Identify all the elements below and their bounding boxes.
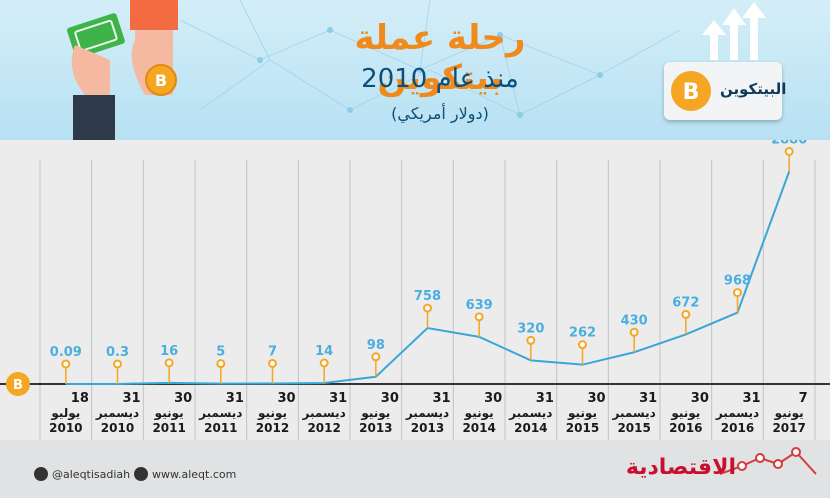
twitter-handle[interactable]: @aleqtisadiah (52, 468, 131, 481)
plot-background (0, 140, 830, 440)
data-point (61, 359, 71, 369)
chart-subtitle: منذ عام 2010 (361, 64, 519, 94)
data-point (319, 358, 329, 368)
data-point (681, 309, 691, 319)
tick-label-month: ديسمبر (715, 406, 759, 420)
web-icon (134, 467, 148, 481)
tick-label-year: 2016 (721, 421, 754, 435)
tick-label-month: يونيو (567, 406, 597, 421)
data-label: 5 (216, 345, 225, 360)
data-point (733, 288, 742, 298)
data-label: 16 (160, 344, 178, 359)
network-background (179, 0, 681, 118)
tick-label-month: ديسمبر (198, 406, 242, 420)
tick-label-year: 2011 (204, 421, 237, 435)
data-point (578, 340, 587, 350)
tick-label-day: 31 (432, 391, 450, 406)
tick-label-day: 30 (277, 391, 295, 406)
data-label: 758 (414, 289, 441, 304)
axis-bitcoin-symbol: B (13, 378, 23, 393)
tick-label-year: 2015 (566, 421, 599, 435)
tick-label-year: 2011 (152, 421, 185, 435)
tick-label-year: 2010 (101, 421, 134, 435)
data-point (216, 359, 226, 369)
tick-label-day: 30 (691, 391, 709, 406)
header-banner: B رحلة عملة بيتكوين منذ عام 2010 (دولار … (0, 0, 830, 140)
data-label: 98 (367, 338, 385, 353)
tick-label-day: 31 (639, 391, 657, 406)
tick-label-day: 31 (122, 391, 140, 406)
tick-label-year: 2013 (411, 421, 444, 435)
left-hand-icon (71, 45, 110, 95)
data-point (113, 359, 122, 369)
svg-text:B: B (155, 71, 167, 90)
data-label: 0.3 (106, 345, 129, 360)
tick-label-month: يونيو (257, 406, 287, 421)
tick-label-day: 30 (587, 391, 605, 406)
tick-label-year: 2010 (49, 421, 82, 435)
data-point (474, 312, 484, 322)
badge-label: البيتكوين (720, 80, 787, 98)
twitter-icon (34, 467, 48, 481)
banknote-icon (67, 13, 125, 59)
data-point (164, 358, 174, 368)
tick-label-day: 7 (799, 391, 808, 406)
tick-label-month: ديسمبر (405, 406, 449, 420)
tick-label-year: 2017 (772, 421, 805, 435)
tick-label-month: يونيو (154, 406, 184, 421)
chart-title: رحلة عملة بيتكوين (354, 18, 526, 98)
website-link[interactable]: www.aleqt.com (152, 468, 237, 481)
data-point (268, 358, 277, 368)
tick-label-day: 31 (536, 391, 554, 406)
tick-label-day: 31 (226, 391, 244, 406)
data-point (423, 303, 432, 313)
data-label: 14 (315, 344, 333, 359)
up-arrows-icon (702, 2, 766, 60)
tick-label-month: يونيو (464, 406, 494, 421)
tick-label-month: يونيو (360, 406, 390, 421)
unit-label: (دولار أمريكي) (391, 104, 489, 123)
tick-label-month: يونيو (774, 406, 804, 421)
data-label: 672 (672, 295, 699, 310)
data-label: 968 (724, 274, 751, 289)
tick-label-year: 2014 (462, 421, 495, 435)
publisher-logo: الاقتصادية (625, 455, 736, 480)
line-chart: B0.0918يوليو20100.331ديسمبر20101630يونيو… (0, 140, 830, 440)
data-point (784, 146, 794, 156)
data-point (629, 327, 639, 337)
tick-label-month: ديسمبر (302, 406, 346, 420)
tick-label-year: 2012 (256, 421, 289, 435)
tick-label-year: 2016 (669, 421, 702, 435)
hands-illustration: B (67, 0, 178, 140)
data-label: 320 (517, 321, 544, 336)
tick-label-day: 31 (742, 391, 760, 406)
data-label: 430 (621, 313, 648, 328)
data-label: 262 (569, 326, 596, 341)
tick-label-day: 30 (174, 391, 192, 406)
tick-label-month: يوليو (50, 406, 80, 421)
tick-label-year: 2015 (617, 421, 650, 435)
data-label: 0.09 (50, 345, 82, 360)
tick-label-day: 31 (329, 391, 347, 406)
tick-label-year: 2012 (307, 421, 340, 435)
bitcoin-logo-icon: B (671, 71, 711, 111)
tick-label-year: 2013 (359, 421, 392, 435)
bitcoin-coin-icon (145, 64, 177, 96)
footer-decoration-line (720, 447, 817, 475)
data-label: 2880 (771, 140, 807, 147)
tick-label-day: 30 (484, 391, 502, 406)
tick-label-day: 18 (71, 391, 89, 406)
data-label: 7 (268, 344, 277, 359)
tick-label-month: ديسمبر (95, 406, 139, 420)
tick-label-year: 2014 (514, 421, 547, 435)
data-point (526, 335, 536, 345)
svg-text:B: B (683, 80, 700, 105)
tick-label-month: يونيو (670, 406, 700, 421)
tick-label-month: ديسمبر (612, 406, 656, 420)
data-label: 639 (466, 298, 493, 313)
tick-label-day: 30 (381, 391, 399, 406)
tick-label-month: ديسمبر (508, 406, 552, 420)
axis-bitcoin-icon (6, 372, 30, 396)
data-point (371, 352, 381, 362)
